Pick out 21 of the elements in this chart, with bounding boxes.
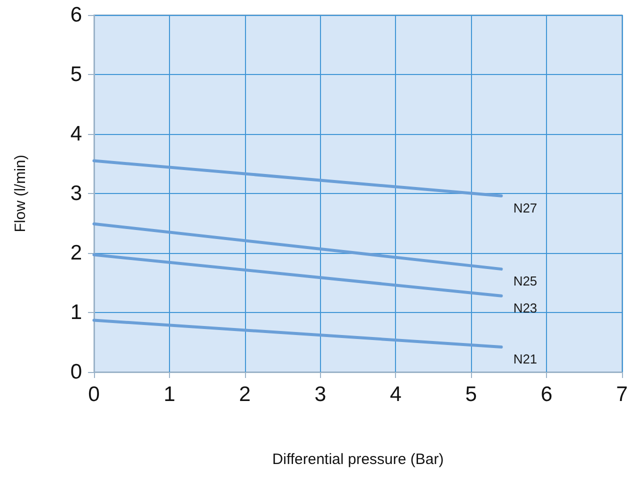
series-label: N25 — [513, 274, 538, 289]
y-tick-label: 2 — [70, 242, 82, 264]
x-tick-label: 1 — [164, 383, 176, 406]
x-axis-title: Differential pressure (Bar) — [272, 451, 444, 468]
y-axis-title: Flow (l/min) — [12, 154, 29, 232]
y-tick-label: 4 — [70, 122, 82, 146]
y-tick-label: 0 — [70, 360, 82, 384]
x-tick-label: 2 — [239, 383, 251, 406]
x-tick-label: 4 — [390, 383, 402, 406]
x-tick-label: 3 — [314, 383, 326, 406]
series-label: N27 — [513, 200, 538, 216]
y-tick-label: 5 — [70, 63, 82, 86]
series-label: N23 — [513, 300, 538, 316]
series-label: N21 — [513, 352, 538, 367]
y-tick-label: 6 — [70, 4, 82, 26]
y-tick-label: 3 — [70, 182, 82, 205]
x-tick-label: 5 — [465, 383, 477, 406]
x-tick-label: 6 — [540, 383, 552, 406]
y-tick-label: 1 — [70, 301, 82, 324]
x-tick-label: 0 — [88, 383, 100, 406]
x-tick-label: 7 — [616, 383, 628, 406]
